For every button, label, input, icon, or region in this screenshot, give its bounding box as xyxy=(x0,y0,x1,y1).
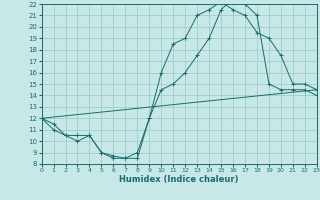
X-axis label: Humidex (Indice chaleur): Humidex (Indice chaleur) xyxy=(119,175,239,184)
